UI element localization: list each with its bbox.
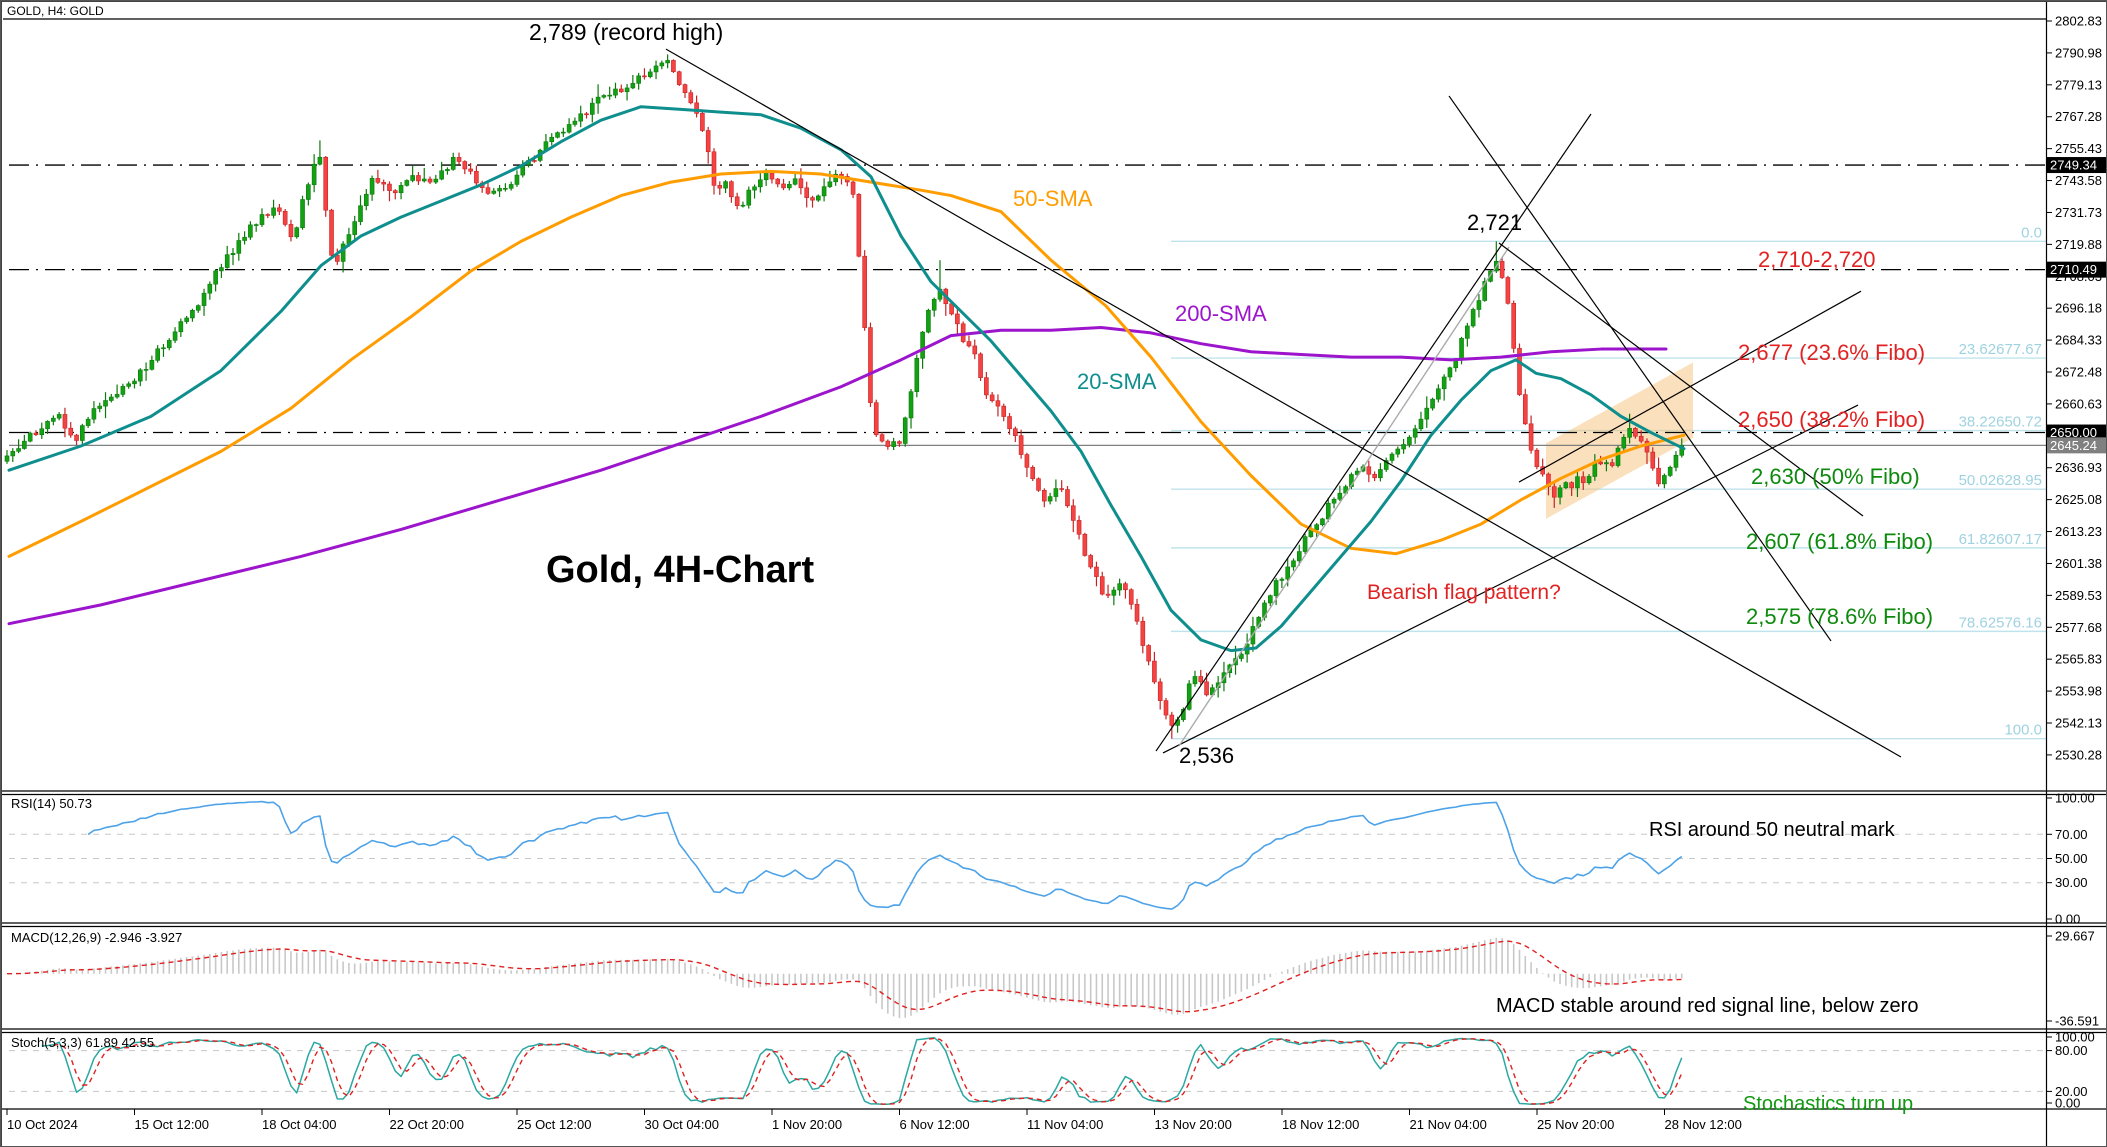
svg-text:2645.24: 2645.24 [2050, 438, 2097, 453]
svg-text:2650.00: 2650.00 [2050, 425, 2097, 440]
annotation-rsi-note: RSI around 50 neutral mark [1649, 819, 1895, 841]
svg-text:6 Nov 12:00: 6 Nov 12:00 [900, 1117, 970, 1132]
annotation-label-50sma: 50-SMA [1013, 186, 1093, 211]
annotation-record-high: 2,789 (record high) [529, 19, 724, 45]
svg-text:2613.23: 2613.23 [2055, 524, 2102, 539]
svg-text:18 Nov 12:00: 18 Nov 12:00 [1282, 1117, 1359, 1132]
svg-text:2577.68: 2577.68 [2055, 620, 2102, 635]
svg-text:2636.93: 2636.93 [2055, 460, 2102, 475]
svg-text:0.0: 0.0 [2021, 224, 2042, 241]
svg-text:2589.53: 2589.53 [2055, 588, 2102, 603]
candles [4, 54, 1685, 739]
annotation-fibo-2650: 2,650 (38.2% Fibo) [1738, 407, 1926, 432]
annotation-bearish-flag: Bearish flag pattern? [1367, 581, 1561, 604]
stoch-panel-label: Stoch(5,3,3) 61.89 42.55 [11, 1035, 155, 1050]
svg-text:2672.48: 2672.48 [2055, 365, 2102, 380]
svg-text:25 Oct 12:00: 25 Oct 12:00 [517, 1117, 591, 1132]
svg-text:23.62677.67: 23.62677.67 [1959, 341, 2042, 358]
svg-text:2755.43: 2755.43 [2055, 141, 2102, 156]
svg-text:2696.18: 2696.18 [2055, 301, 2102, 316]
svg-text:78.62576.16: 78.62576.16 [1959, 614, 2042, 631]
svg-text:21 Nov 04:00: 21 Nov 04:00 [1410, 1117, 1487, 1132]
svg-text:28 Nov 12:00: 28 Nov 12:00 [1665, 1117, 1742, 1132]
macd-panel-label: MACD(12,26,9) -2.946 -3.927 [11, 930, 183, 945]
annotation-peak-2721: 2,721 [1467, 210, 1523, 235]
symbol-title: GOLD, H4: GOLD [7, 4, 104, 18]
horizontal-levels [9, 164, 2046, 446]
svg-text:10 Oct 2024: 10 Oct 2024 [7, 1117, 78, 1132]
annotation-label-200sma: 200-SMA [1175, 301, 1267, 326]
svg-text:2625.08: 2625.08 [2055, 492, 2102, 507]
svg-text:2790.98: 2790.98 [2055, 45, 2102, 60]
annotation-fibo-2630: 2,630 (50% Fibo) [1751, 464, 1920, 489]
svg-text:2530.28: 2530.28 [2055, 747, 2102, 762]
svg-text:13 Nov 20:00: 13 Nov 20:00 [1155, 1117, 1232, 1132]
moving-averages [7, 105, 1686, 653]
annotation-fibo-2575: 2,575 (78.6% Fibo) [1746, 604, 1934, 629]
annotation-fibo-2607: 2,607 (61.8% Fibo) [1746, 529, 1934, 554]
svg-text:30.00: 30.00 [2055, 875, 2088, 890]
svg-text:15 Oct 12:00: 15 Oct 12:00 [135, 1117, 209, 1132]
svg-text:61.82607.17: 61.82607.17 [1959, 531, 2042, 548]
svg-text:1 Nov 20:00: 1 Nov 20:00 [772, 1117, 842, 1132]
svg-text:80.00: 80.00 [2055, 1043, 2088, 1058]
svg-text:2749.34: 2749.34 [2050, 158, 2097, 173]
svg-text:20.00: 20.00 [2055, 1084, 2088, 1099]
annotation-low-2536: 2,536 [1179, 743, 1235, 768]
annotation-fibo-2677: 2,677 (23.6% Fibo) [1738, 340, 1926, 365]
svg-text:100.00: 100.00 [2055, 791, 2095, 806]
time-axis[interactable] [1, 1110, 2046, 1146]
svg-text:2767.28: 2767.28 [2055, 109, 2102, 124]
svg-text:11 Nov 04:00: 11 Nov 04:00 [1027, 1117, 1103, 1132]
trendlines [665, 48, 1902, 758]
svg-text:38.22650.72: 38.22650.72 [1959, 414, 2042, 431]
svg-text:2802.83: 2802.83 [2055, 14, 2102, 29]
svg-text:29.667: 29.667 [2055, 929, 2095, 944]
svg-text:0.00: 0.00 [2055, 1096, 2080, 1111]
svg-text:2660.63: 2660.63 [2055, 396, 2102, 411]
svg-text:-36.591: -36.591 [2055, 1014, 2099, 1029]
annotation-stoch-note: Stochastics turn up [1743, 1093, 1914, 1115]
fibonacci-lines: 0.0 23.62677.67 38.22650.72 50.02628.95 61.8… [1171, 224, 2046, 740]
rsi-panel-label: RSI(14) 50.73 [11, 796, 92, 811]
svg-text:2710.49: 2710.49 [2050, 262, 2097, 277]
svg-text:22 Oct 20:00: 22 Oct 20:00 [390, 1117, 464, 1132]
svg-text:2779.13: 2779.13 [2055, 77, 2102, 92]
svg-text:100.0: 100.0 [2004, 722, 2042, 739]
svg-text:2719.88: 2719.88 [2055, 237, 2102, 252]
svg-text:100.00: 100.00 [2055, 1030, 2095, 1045]
svg-text:0.00: 0.00 [2055, 912, 2080, 927]
svg-text:2731.73: 2731.73 [2055, 205, 2102, 220]
svg-text:2743.58: 2743.58 [2055, 173, 2102, 188]
svg-text:25 Nov 20:00: 25 Nov 20:00 [1537, 1117, 1614, 1132]
svg-text:2565.83: 2565.83 [2055, 652, 2102, 667]
svg-text:50.00: 50.00 [2055, 851, 2088, 866]
svg-text:30 Oct 04:00: 30 Oct 04:00 [645, 1117, 719, 1132]
price-axis[interactable] [2047, 1, 2106, 791]
indicator-panels [6, 800, 2046, 1106]
svg-text:70.00: 70.00 [2055, 827, 2088, 842]
annotation-chart-title: Gold, 4H-Chart [546, 549, 815, 591]
svg-text:2684.33: 2684.33 [2055, 333, 2102, 348]
svg-text:2553.98: 2553.98 [2055, 684, 2102, 699]
svg-text:2542.13: 2542.13 [2055, 715, 2102, 730]
svg-text:2601.38: 2601.38 [2055, 556, 2102, 571]
svg-text:50.02628.95: 50.02628.95 [1959, 472, 2042, 489]
annotation-label-20sma: 20-SMA [1077, 369, 1157, 394]
flag-pattern [1546, 362, 1693, 519]
svg-text:18 Oct 04:00: 18 Oct 04:00 [262, 1117, 336, 1132]
annotation-zone-2710-2720: 2,710-2,720 [1758, 247, 1876, 272]
annotation-macd-note: MACD stable around red signal line, belo… [1496, 995, 1919, 1017]
